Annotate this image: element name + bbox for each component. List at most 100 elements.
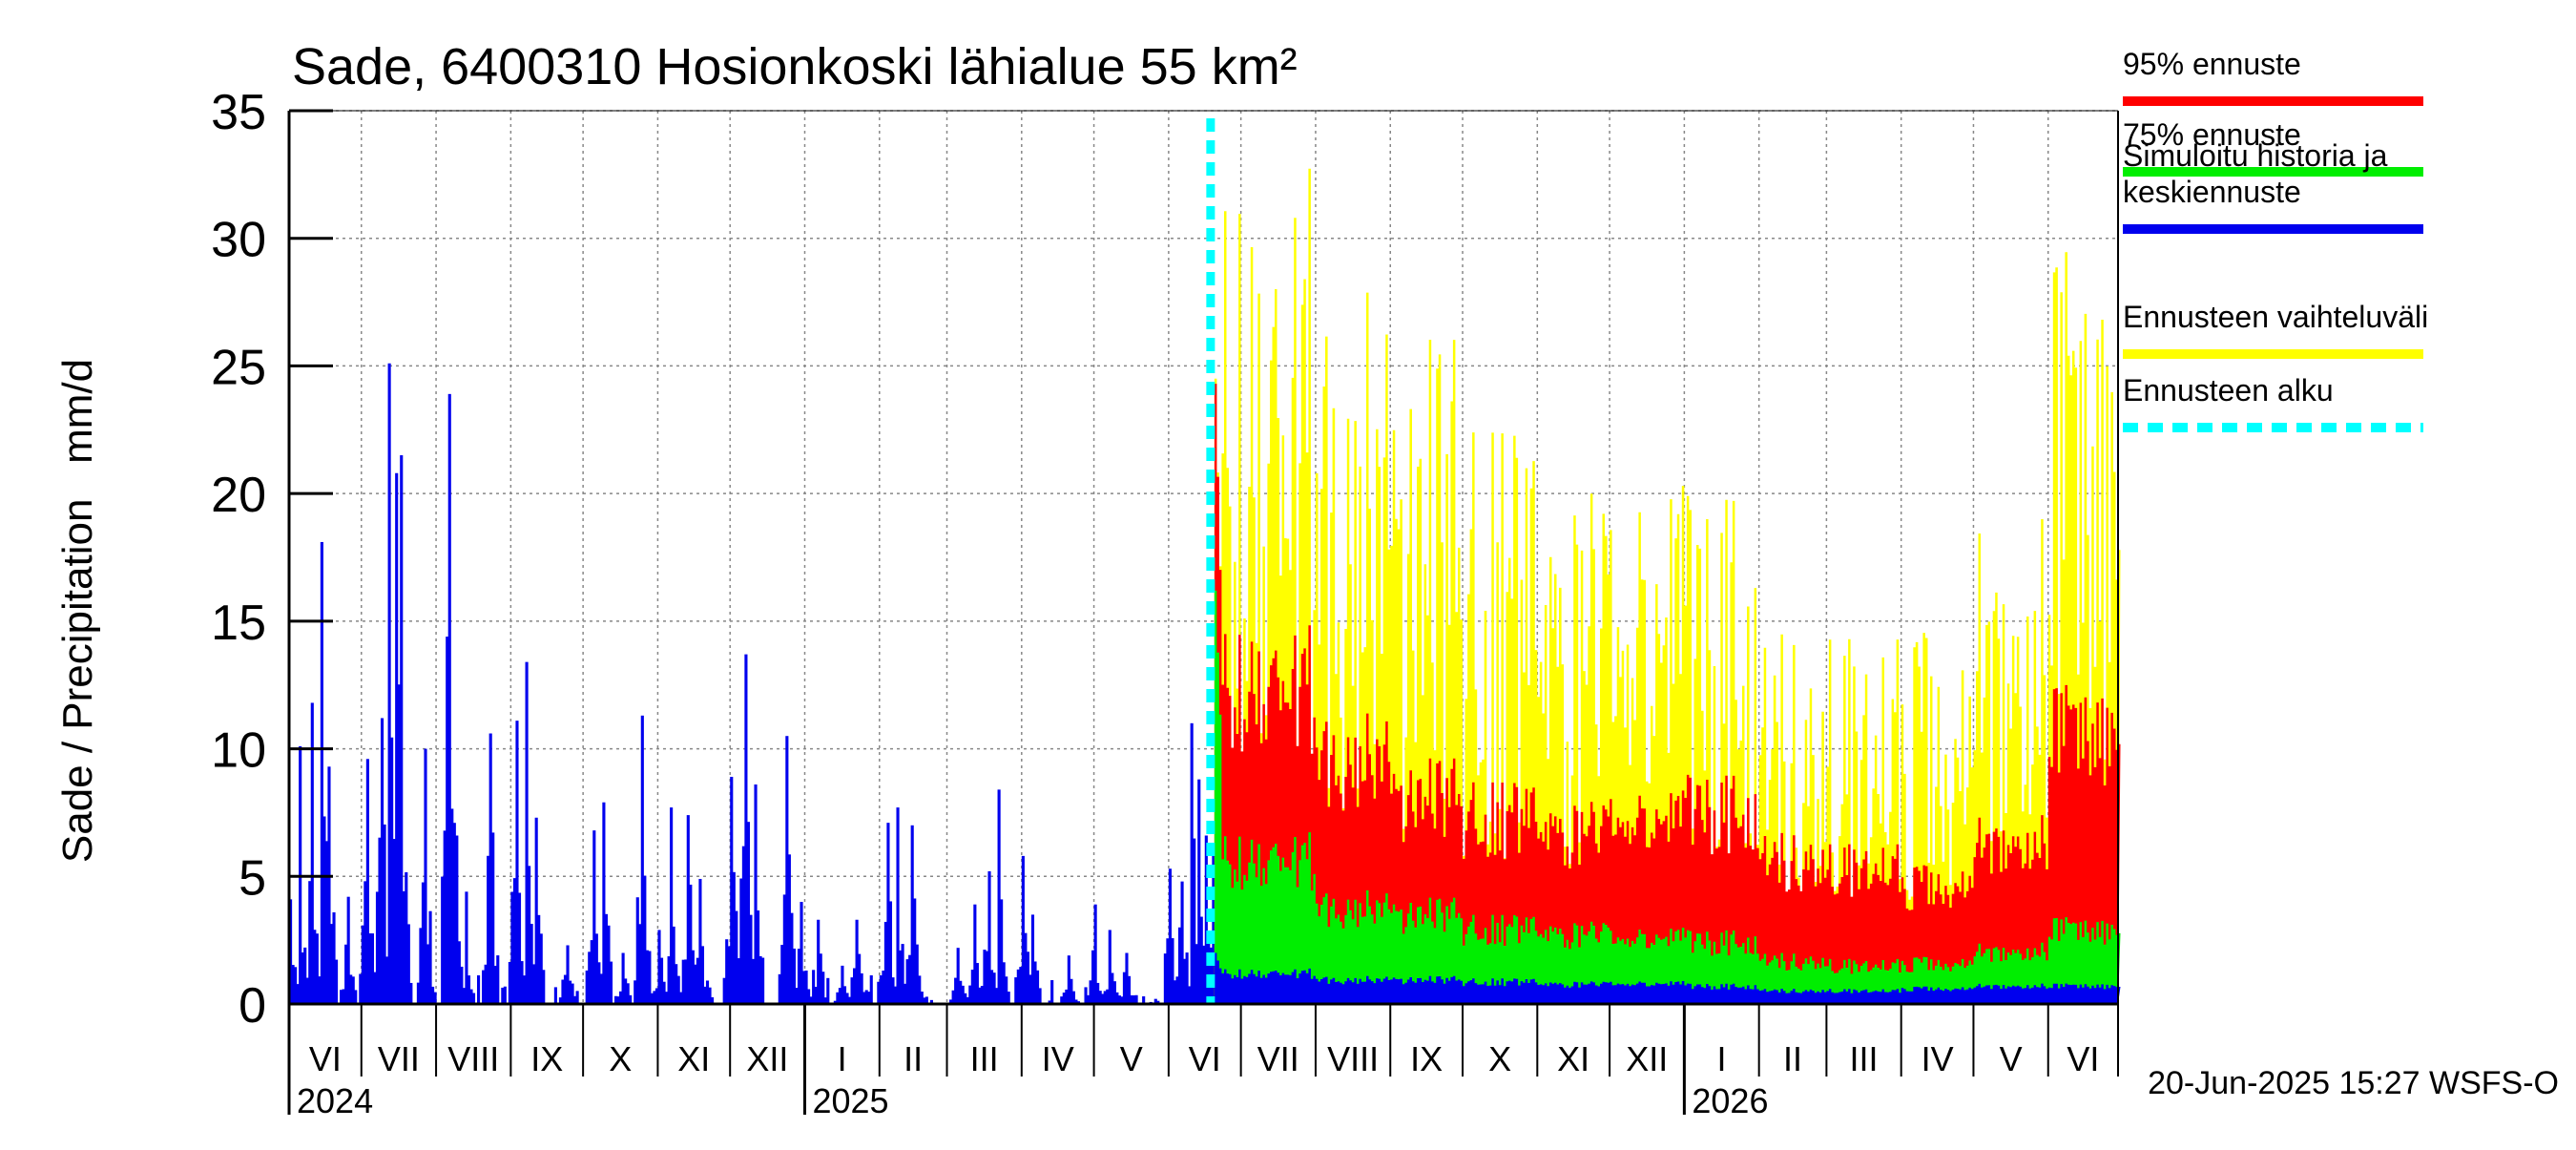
history-bar bbox=[1173, 980, 1177, 1004]
year-label: 2026 bbox=[1692, 1081, 1768, 1120]
history-bar bbox=[1199, 916, 1203, 1004]
p95-band bbox=[1214, 384, 2121, 1005]
history-bar bbox=[985, 951, 989, 1004]
history-bar bbox=[594, 933, 598, 1004]
timestamp-footer: 20-Jun-2025 15:27 WSFS-O bbox=[2148, 1065, 2559, 1101]
history-bar bbox=[812, 970, 816, 1004]
history-bar bbox=[1067, 955, 1070, 1004]
history-bar bbox=[1014, 977, 1018, 1004]
history-bar bbox=[648, 951, 652, 1004]
month-label: V bbox=[2000, 1039, 2023, 1078]
history-bar bbox=[1096, 982, 1100, 1004]
history-bar bbox=[961, 985, 965, 1004]
history-bar bbox=[842, 986, 847, 1004]
history-bar bbox=[416, 982, 420, 1004]
history-bar bbox=[739, 878, 743, 1004]
month-label: II bbox=[1783, 1039, 1802, 1078]
history-bar bbox=[450, 808, 454, 1004]
month-label: XII bbox=[1626, 1039, 1668, 1078]
history-bar bbox=[886, 823, 890, 1004]
history-bar bbox=[471, 993, 476, 1004]
history-bar bbox=[910, 825, 914, 1004]
y-tick-label: 35 bbox=[211, 85, 266, 140]
history-bar bbox=[441, 876, 445, 1004]
history-bar bbox=[318, 976, 322, 1004]
history-bar bbox=[1183, 958, 1187, 1004]
history-bar bbox=[320, 541, 323, 1004]
history-bar bbox=[905, 959, 909, 1004]
month-label: V bbox=[1120, 1039, 1143, 1078]
history-bar bbox=[819, 953, 822, 1004]
history-bar bbox=[1071, 991, 1075, 1004]
history-bar bbox=[987, 870, 991, 1004]
history-bar bbox=[573, 995, 577, 1004]
y-tick-label: 25 bbox=[211, 340, 266, 395]
history-bar bbox=[896, 807, 900, 1004]
month-label: X bbox=[609, 1039, 632, 1078]
history-bar bbox=[621, 952, 625, 1004]
year-label: 2025 bbox=[812, 1081, 888, 1120]
history-bar bbox=[597, 962, 601, 1004]
history-bar bbox=[303, 947, 307, 1004]
history-bar bbox=[667, 956, 671, 1004]
mean-band bbox=[1214, 952, 2121, 1004]
history-bar bbox=[629, 994, 633, 1004]
history-bar bbox=[301, 951, 304, 1004]
history-bar bbox=[291, 965, 295, 1004]
history-bar bbox=[1177, 927, 1182, 1004]
history-bar bbox=[855, 919, 859, 1004]
history-bar bbox=[310, 702, 314, 1004]
history-bar bbox=[385, 956, 389, 1004]
history-bar bbox=[1204, 835, 1208, 1004]
history-bar bbox=[696, 957, 699, 1004]
history-bar bbox=[484, 964, 488, 1004]
history-bar bbox=[515, 721, 519, 1004]
history-bar bbox=[908, 954, 912, 1004]
month-label: VI bbox=[309, 1039, 342, 1078]
history-bar bbox=[390, 737, 394, 1004]
history-bar bbox=[821, 972, 825, 1004]
history-bar bbox=[703, 986, 707, 1004]
month-label: VII bbox=[378, 1039, 420, 1078]
history-bar bbox=[869, 974, 873, 1004]
history-bar bbox=[1195, 944, 1198, 1004]
history-bar bbox=[853, 968, 857, 1004]
history-bar bbox=[1207, 938, 1211, 1004]
history-bar bbox=[561, 979, 565, 1004]
history-bar bbox=[1163, 953, 1167, 1004]
history-bar bbox=[675, 964, 678, 1004]
history-bar bbox=[1197, 779, 1201, 1004]
history-bar bbox=[609, 961, 613, 1004]
history-bar bbox=[1101, 993, 1105, 1004]
history-bar bbox=[807, 989, 811, 1004]
history-bar bbox=[670, 807, 674, 1004]
history-bar bbox=[732, 871, 736, 1004]
history-bar bbox=[1016, 969, 1020, 1004]
month-label: VI bbox=[1189, 1039, 1221, 1078]
history-bar bbox=[749, 914, 753, 1004]
history-bar bbox=[588, 951, 592, 1004]
history-bar bbox=[1093, 904, 1097, 1004]
history-bar bbox=[735, 910, 738, 1004]
history-bar bbox=[638, 924, 642, 1004]
history-bar bbox=[491, 832, 495, 1004]
history-bar bbox=[797, 949, 801, 1004]
history-bar bbox=[294, 967, 298, 1004]
history-bar bbox=[370, 933, 374, 1004]
history-bar bbox=[613, 995, 618, 1004]
history-bar bbox=[978, 987, 982, 1004]
history-bar bbox=[477, 974, 481, 1004]
history-bar bbox=[563, 974, 568, 1004]
history-bar bbox=[1070, 978, 1073, 1004]
month-label: III bbox=[1850, 1039, 1879, 1078]
history-bar bbox=[850, 977, 854, 1004]
history-bar bbox=[1108, 930, 1111, 1004]
history-bar bbox=[1033, 961, 1037, 1004]
history-bar bbox=[954, 977, 958, 1004]
history-bar bbox=[599, 973, 603, 1004]
history-bar bbox=[1171, 938, 1174, 1004]
history-bar bbox=[419, 928, 423, 1004]
series-layer bbox=[289, 118, 2121, 1005]
history-bar bbox=[327, 766, 331, 1004]
